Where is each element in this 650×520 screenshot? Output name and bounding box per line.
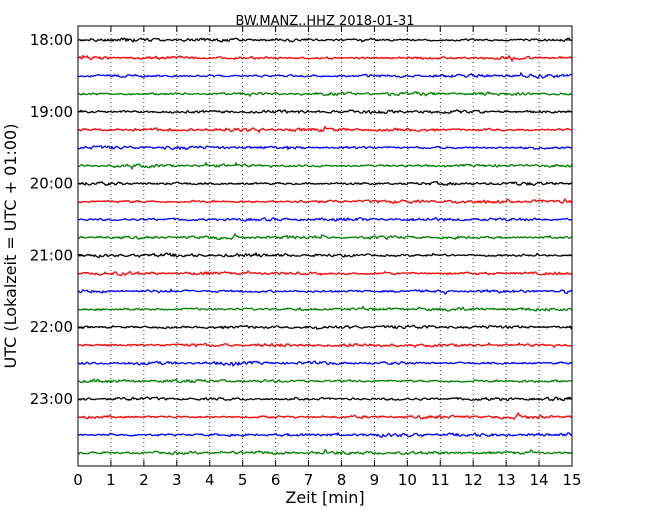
trace-2345 [77,448,573,456]
trace-2330 [77,431,573,438]
trace-2045 [77,232,573,241]
chart-title: BW.MANZ..HHZ 2018-01-31 [235,14,414,29]
x-tick-label: 14 [530,471,549,489]
x-tick-label: 10 [398,471,417,489]
plot-frame [77,25,573,467]
trace-2100 [77,251,573,259]
trace-2145 [77,305,573,312]
trace-2115 [77,270,573,277]
trace-2300 [77,396,573,402]
trace-1915 [77,125,573,134]
trace-1800 [77,37,573,43]
trace-2230 [77,360,573,367]
x-tick-label: 15 [562,471,581,489]
x-tick-label: 13 [497,471,516,489]
x-tick-label: 12 [464,471,483,489]
y-tick-label: 22:00 [30,318,73,336]
x-tick-label: 5 [238,471,248,489]
trace-2200 [77,324,573,330]
trace-2315 [77,411,573,420]
x-tick-label: 9 [370,471,380,489]
trace-1830 [77,71,573,79]
y-tick-label: 23:00 [30,390,73,408]
x-tick-label: 11 [431,471,450,489]
trace-1930 [77,145,573,151]
trace-2030 [77,216,573,222]
x-tick-label: 1 [106,471,116,489]
trace-2130 [77,288,573,295]
trace-2000 [77,180,573,187]
x-tick-label: 4 [205,471,215,489]
x-tick-label: 8 [337,471,347,489]
trace-1945 [77,161,573,171]
y-tick-label: 21:00 [30,246,73,264]
trace-2215 [77,341,573,349]
trace-1900 [77,109,573,115]
seismic-traces [77,37,573,456]
x-tick-label: 2 [139,471,149,489]
y-tick-label: 18:00 [30,31,73,49]
x-tick-label: 7 [304,471,314,489]
x-axis-ticks: 0 1 2 3 4 5 6 7 8 9 10 11 12 13 14 15 [73,26,582,489]
x-tick-label: 6 [271,471,281,489]
y-axis-label: UTC (Lokalzeit = UTC + 01:00) [1,124,20,369]
x-axis-label: Zeit [min] [285,488,364,507]
y-tick-label: 20:00 [30,175,73,193]
trace-2245 [77,378,573,384]
y-axis-ticks: 18:00 19:00 20:00 21:00 22:00 23:00 [30,31,572,408]
trace-2015 [77,197,573,205]
trace-1815 [77,54,573,63]
x-tick-label: 0 [73,471,83,489]
trace-1845 [77,91,573,98]
grid-lines [110,26,540,466]
y-tick-label: 19:00 [30,103,73,121]
x-tick-label: 3 [172,471,182,489]
